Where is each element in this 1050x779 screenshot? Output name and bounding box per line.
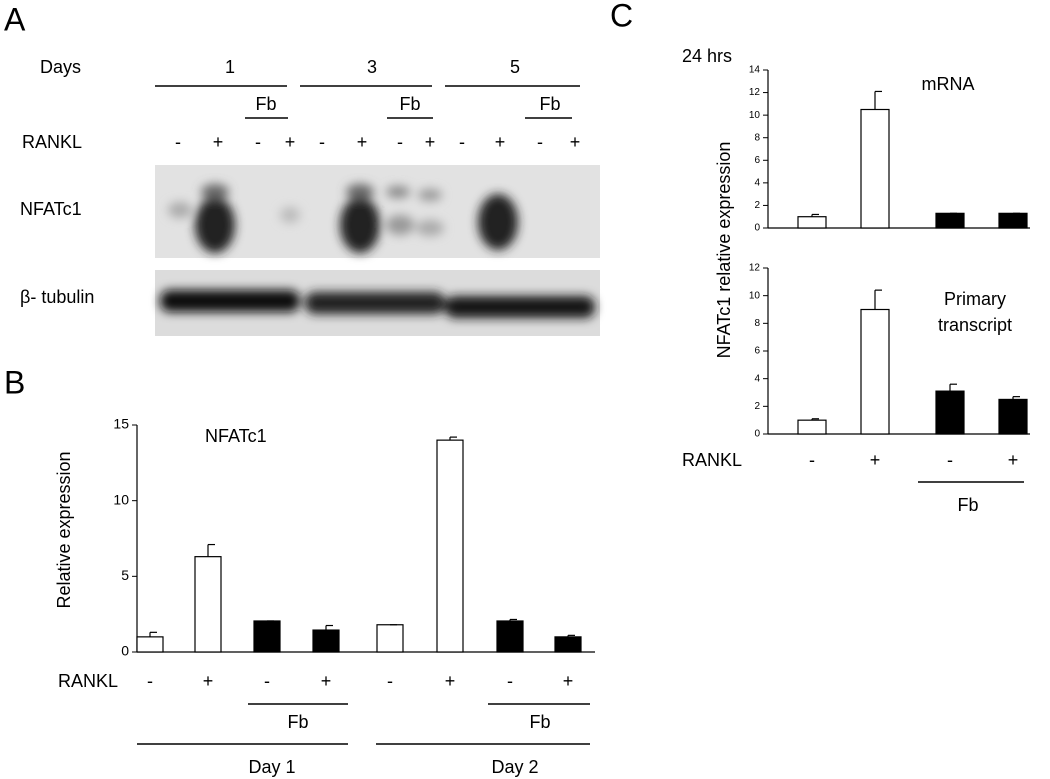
panel-label: C (610, 0, 633, 33)
y-tick-label: 4 (754, 177, 760, 188)
y-tick-label: 14 (749, 65, 761, 76)
x-tick-label: + (870, 450, 881, 470)
x-tick-label: - (507, 671, 513, 691)
hours-label: 24 hrs (682, 46, 732, 66)
x-tick-label: - (947, 450, 953, 470)
y-tick-label: 10 (749, 110, 761, 121)
day-label: 3 (367, 57, 377, 77)
bar (194, 556, 222, 653)
y-tick-label: 10 (749, 290, 761, 301)
panel-label: B (4, 364, 25, 400)
bar (935, 212, 965, 229)
y-axis-label: NFATc1 relative expression (714, 142, 734, 359)
annotation: transcript (938, 315, 1012, 335)
y-tick-label: 8 (754, 318, 760, 329)
y-tick-label: 0 (121, 643, 129, 659)
annotation: mRNA (922, 74, 975, 94)
lane-sign: + (213, 132, 224, 152)
y-tick-label: 6 (754, 346, 760, 357)
y-tick-label: 6 (754, 155, 760, 166)
bands (168, 184, 518, 253)
bar (797, 419, 827, 435)
lane-sign: - (397, 132, 403, 152)
row-label: RANKL (58, 671, 118, 691)
lane-sign: - (537, 132, 543, 152)
bar (998, 212, 1028, 229)
group-label: Fb (957, 495, 978, 515)
bar (376, 624, 404, 653)
group-label: Fb (287, 712, 308, 732)
y-tick-label: 8 (754, 132, 760, 143)
y-tick-label: 10 (113, 491, 129, 507)
lane-sign: + (285, 132, 296, 152)
days-label: Days (40, 57, 81, 77)
x-tick-label: - (147, 671, 153, 691)
fb-label: Fb (399, 94, 420, 114)
bar (860, 308, 890, 435)
lane-sign: - (319, 132, 325, 152)
rankl-label: RANKL (22, 132, 82, 152)
bar (136, 636, 164, 653)
lane-sign: - (175, 132, 181, 152)
x-tick-label: + (563, 671, 574, 691)
western-blot: Days 1 3 5 Fb Fb Fb RANKL NFATc1 β- tubu… (20, 57, 600, 336)
bar (935, 390, 965, 435)
row-label: NFATc1 (20, 199, 82, 219)
row-label: RANKL (682, 450, 742, 470)
lane-sign: + (357, 132, 368, 152)
x-tick-label: + (321, 671, 332, 691)
bar (554, 636, 582, 653)
y-tick-label: 15 (113, 416, 129, 432)
x-tick-label: - (809, 450, 815, 470)
tubulin-bands (160, 290, 595, 318)
lane-sign: + (570, 132, 581, 152)
bar (860, 108, 890, 229)
y-tick-label: 0 (754, 429, 760, 440)
row-label: β- tubulin (20, 287, 94, 307)
annotation: Primary (944, 289, 1006, 309)
bar (436, 439, 464, 653)
group-label: Fb (529, 712, 550, 732)
y-tick-label: 5 (121, 567, 129, 583)
x-tick-label: - (264, 671, 270, 691)
day-label: Day 1 (248, 757, 295, 777)
lane-sign: - (459, 132, 465, 152)
x-tick-label: - (387, 671, 393, 691)
panel-label: A (4, 1, 26, 37)
day-label: 1 (225, 57, 235, 77)
y-tick-label: 0 (754, 223, 760, 234)
y-tick-label: 12 (749, 263, 761, 274)
annotation: NFATc1 (205, 426, 267, 446)
x-tick-label: + (445, 671, 456, 691)
lane-sign: + (425, 132, 436, 152)
bar (496, 620, 524, 653)
y-tick-label: 2 (754, 200, 760, 211)
y-tick-label: 4 (754, 373, 760, 384)
lane-sign: + (495, 132, 506, 152)
bar (312, 629, 340, 653)
y-tick-label: 12 (749, 87, 761, 98)
y-tick-label: 2 (754, 401, 760, 412)
bar (253, 620, 281, 653)
fb-label: Fb (255, 94, 276, 114)
bar (797, 216, 827, 229)
x-tick-label: + (1008, 450, 1019, 470)
day-label: 5 (510, 57, 520, 77)
lane-sign: - (255, 132, 261, 152)
bar (998, 398, 1028, 435)
day-label: Day 2 (491, 757, 538, 777)
x-tick-label: + (203, 671, 214, 691)
y-axis-label: Relative expression (54, 451, 74, 608)
fb-label: Fb (539, 94, 560, 114)
